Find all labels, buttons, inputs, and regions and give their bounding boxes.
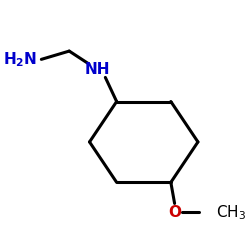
Text: NH: NH — [85, 62, 110, 78]
Text: O: O — [168, 205, 181, 220]
Text: $\mathregular{CH_3}$: $\mathregular{CH_3}$ — [216, 203, 246, 222]
Text: $\mathregular{H_2N}$: $\mathregular{H_2N}$ — [4, 51, 37, 70]
